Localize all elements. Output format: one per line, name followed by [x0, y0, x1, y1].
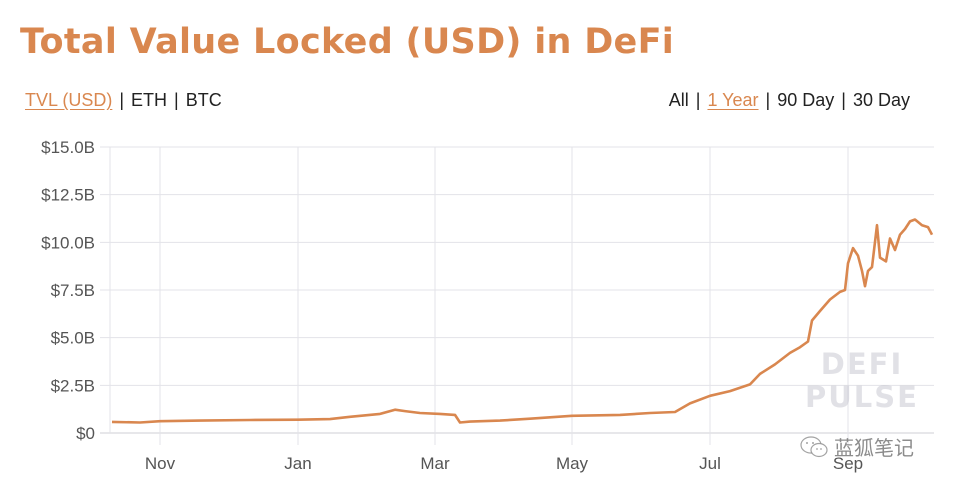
tab-eth[interactable]: ETH [131, 90, 168, 110]
y-tick-label: $15.0B [41, 138, 95, 157]
x-axis: Nov Jan Mar May Jul Sep [145, 454, 863, 473]
separator: | [174, 90, 179, 110]
x-tick-label: Jan [284, 454, 311, 473]
y-tick-label: $12.5B [41, 186, 95, 205]
tab-1-year[interactable]: 1 Year [707, 90, 759, 110]
tab-btc[interactable]: BTC [185, 90, 222, 110]
separator: | [695, 90, 701, 110]
separator: | [119, 90, 125, 110]
wechat-watermark-text: 蓝狐笔记 [834, 436, 914, 460]
y-tick-label: $0 [76, 424, 95, 443]
x-tick-label: Sep [833, 454, 863, 473]
y-tick-label: $2.5B [51, 376, 95, 395]
separator: | [765, 90, 771, 110]
watermark-line2: PULSE [805, 380, 919, 414]
tab-30-day[interactable]: 30 Day [852, 90, 910, 110]
y-axis: $0 $2.5B $5.0B $7.5B $10.0B $12.5B $15.0B [41, 138, 95, 443]
tab-all[interactable]: All [668, 90, 689, 110]
y-tick-label: $10.0B [41, 233, 95, 252]
x-tick-label: Nov [145, 454, 176, 473]
separator: | [841, 90, 846, 110]
watermark-line1: DEFI [820, 347, 904, 381]
wechat-watermark: 蓝狐笔记 [800, 432, 914, 461]
x-tick-label: May [556, 454, 589, 473]
wechat-icon [800, 435, 828, 457]
x-tick-label: Mar [420, 454, 450, 473]
y-tick-label: $7.5B [51, 281, 95, 300]
range-tabs: All | 1 Year | 90 Day | 30 Day [669, 90, 910, 111]
y-tick-label: $5.0B [51, 329, 95, 348]
defi-pulse-watermark: DEFI PULSE [805, 348, 919, 414]
x-tick-label: Jul [699, 454, 721, 473]
chart-grid [100, 146, 934, 445]
tvl-series-line [111, 218, 934, 424]
tab-90-day[interactable]: 90 Day [777, 90, 835, 110]
page-title: Total Value Locked (USD) in DeFi [20, 22, 675, 62]
metric-tabs: TVL (USD) | ETH | BTC [25, 90, 222, 111]
tab-tvl-usd[interactable]: TVL (USD) [25, 90, 113, 110]
